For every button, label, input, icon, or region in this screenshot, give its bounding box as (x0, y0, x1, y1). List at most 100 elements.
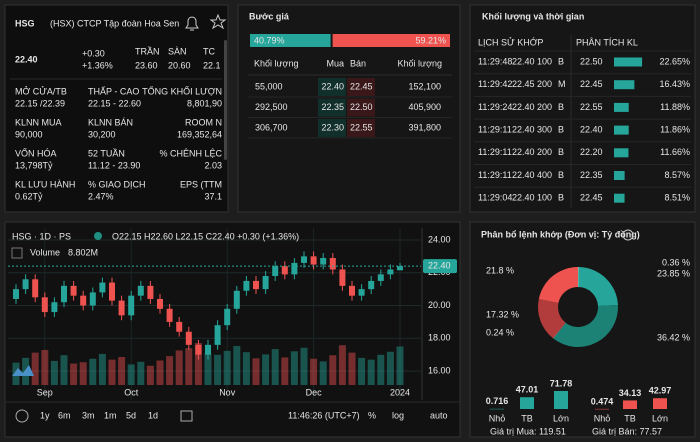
candle-body (205, 344, 211, 355)
x-tick-label: Oct (124, 387, 139, 397)
volume-bar (396, 346, 404, 385)
y-tick-label: 16.00 (428, 365, 451, 375)
analysis-bar (614, 102, 629, 112)
volume-bar (60, 355, 68, 385)
status-dot (94, 232, 102, 240)
stat-label: THẤP - CAO (88, 86, 139, 96)
bar (554, 391, 568, 409)
calendar-icon[interactable] (180, 410, 193, 422)
volume-bar (127, 364, 135, 385)
scale-option[interactable]: % (368, 410, 376, 420)
analysis-pct: 8.57% (664, 170, 690, 180)
scale-option[interactable]: log (392, 410, 404, 420)
clock: 11:46:26 (UTC+7) (288, 410, 360, 420)
ceiling-label: TRẦN (135, 46, 160, 56)
trade-price: 22.40 (512, 170, 535, 180)
analysis-pct: 8.51% (664, 193, 690, 203)
buy-cell (318, 98, 346, 117)
pie-label: 0.24 % (486, 327, 514, 337)
candle-body (13, 289, 19, 299)
sell-price: 22.50 (350, 102, 373, 112)
panel-title: Khối lượng và thời gian (482, 11, 584, 21)
footer: Giá trị Mua: 119.51 (490, 426, 566, 436)
volume-bar (358, 357, 366, 385)
stat-value: 13,798Tỷ (15, 160, 53, 170)
range-button[interactable]: 5d (126, 410, 136, 420)
candle-body (339, 269, 346, 286)
column-header: Mua (326, 58, 344, 68)
trade-volume: 300 (537, 124, 552, 134)
analysis-pct: 11.66% (660, 147, 690, 157)
price: 22.40 (15, 54, 38, 64)
pie-label: 21.8 % (486, 265, 514, 275)
split-bar (250, 34, 331, 47)
volume-bar (98, 353, 106, 385)
trade-volume: 400 (537, 170, 552, 180)
buy-price: 22.30 (321, 122, 344, 132)
trade-price: 22.40 (512, 102, 535, 112)
trade-volume: 100 (537, 56, 552, 66)
volume-bar (300, 347, 308, 385)
stat-label: % CHÊNH LỆC (159, 148, 222, 158)
settings-icon[interactable] (15, 409, 29, 423)
pie-slice (552, 322, 566, 339)
volume-bar (242, 352, 250, 385)
sell-price: 22.55 (350, 122, 373, 132)
trade-time: 11:29:48 (478, 56, 512, 66)
candle-body (377, 274, 384, 281)
volume-name: Volume (30, 247, 60, 257)
volume-bar (271, 349, 279, 385)
analysis-bar (614, 57, 643, 67)
scrollbar (224, 40, 227, 160)
range-button[interactable]: 1m (104, 410, 117, 420)
trade-time: 11:29:04 (478, 193, 512, 203)
ref-label: TC (203, 46, 215, 56)
buy-price: 22.35 (321, 102, 344, 112)
bar-value: 47.01 (516, 385, 539, 395)
info-icon[interactable] (622, 229, 634, 241)
footer: Giá trị Bán: 77.57 (592, 426, 662, 436)
analysis-price: 22.35 (580, 170, 603, 180)
legend-toggle[interactable] (11, 247, 23, 259)
star-icon[interactable] (209, 13, 227, 30)
pie-slice (578, 267, 579, 288)
candle-body (397, 266, 403, 271)
candle-body (89, 292, 96, 306)
stat-label: EPS (TTM (180, 179, 222, 189)
candle-body (214, 325, 221, 345)
stat-value: 169,352,64 (177, 129, 222, 139)
stat-value: 2.47% (88, 191, 114, 201)
range-button[interactable]: 1d (148, 410, 158, 420)
volume: 391,800 (408, 122, 441, 132)
range-button[interactable]: 3m (82, 410, 95, 420)
range-button[interactable]: 1y (40, 410, 50, 420)
pie-slice (578, 267, 618, 307)
volume-bar (204, 353, 212, 385)
stat-value: 30,200 (88, 129, 116, 139)
buy-cell (318, 78, 346, 96)
stat-label: ROOM N (185, 117, 222, 127)
candle-body (233, 290, 240, 309)
volume: 292,500 (255, 102, 288, 112)
sell-cell (347, 98, 375, 117)
candle-body (272, 266, 279, 277)
bell-icon[interactable] (185, 16, 199, 31)
candle-body (310, 256, 317, 265)
candle-body (80, 295, 87, 306)
scale-option[interactable]: auto (430, 410, 448, 420)
trade-side: M (558, 79, 566, 89)
volume-bar (166, 356, 174, 385)
analysis-price: 22.20 (580, 147, 603, 157)
pie-slice (538, 267, 578, 304)
volume-bar (118, 357, 126, 385)
volume-bar (252, 358, 260, 385)
analysis-pct: 16.43% (659, 79, 690, 89)
last-price-tag (423, 259, 457, 274)
volume-bar (41, 350, 49, 385)
analysis-price: 22.45 (580, 193, 603, 203)
panel-title: Bước giá (249, 11, 290, 21)
trade-side: B (558, 124, 564, 134)
range-button[interactable]: 6m (58, 410, 71, 420)
volume-bar (214, 354, 222, 385)
trade-side: B (558, 147, 564, 157)
